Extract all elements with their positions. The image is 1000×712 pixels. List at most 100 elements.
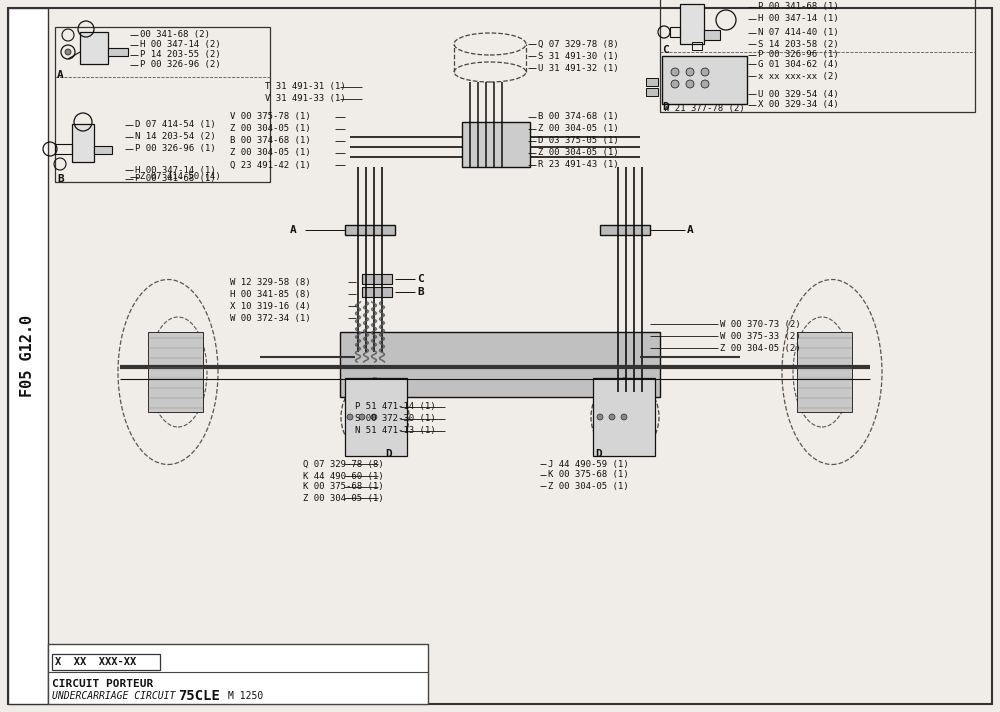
Text: H 00 347-14 (1): H 00 347-14 (1) <box>135 165 216 174</box>
Text: W 21 377-78 (2): W 21 377-78 (2) <box>664 105 745 113</box>
Text: U 31 491-32 (1): U 31 491-32 (1) <box>538 63 619 73</box>
Text: J 44 490-59 (1): J 44 490-59 (1) <box>548 459 629 468</box>
Text: P 00 326-96 (2): P 00 326-96 (2) <box>140 61 221 70</box>
Circle shape <box>371 414 377 420</box>
Text: D: D <box>595 449 602 459</box>
Text: Z 00 304-05 (2): Z 00 304-05 (2) <box>720 343 801 352</box>
Text: P 00 341-68 (1): P 00 341-68 (1) <box>758 3 839 11</box>
Text: X  XX  XXX-XX: X XX XXX-XX <box>55 657 136 667</box>
Text: 00 341-68 (2): 00 341-68 (2) <box>140 31 210 39</box>
Bar <box>593 378 655 456</box>
Text: H 00 347-14 (1): H 00 347-14 (1) <box>758 14 839 23</box>
Text: B: B <box>417 287 424 297</box>
Bar <box>48 644 428 704</box>
Text: S 14 203-58 (2): S 14 203-58 (2) <box>758 39 839 48</box>
Bar <box>80 32 108 64</box>
Bar <box>94 146 112 154</box>
Bar <box>108 48 128 56</box>
Text: D: D <box>385 449 392 459</box>
Text: Z 00 304-05 (1): Z 00 304-05 (1) <box>548 481 629 491</box>
Text: B: B <box>57 174 64 184</box>
Text: Z 00 304-05 (1): Z 00 304-05 (1) <box>538 149 619 157</box>
Text: A: A <box>687 225 694 235</box>
Bar <box>55 27 270 182</box>
Bar <box>704 30 720 40</box>
Circle shape <box>701 68 709 76</box>
Text: Z 00 304-05 (1): Z 00 304-05 (1) <box>230 125 311 134</box>
Text: Q 07 329-78 (8): Q 07 329-78 (8) <box>538 39 619 48</box>
Bar <box>8 8 48 704</box>
Text: V 31 491-33 (1): V 31 491-33 (1) <box>265 95 346 103</box>
Text: Q 23 491-42 (1): Q 23 491-42 (1) <box>230 160 311 169</box>
Bar <box>662 56 747 104</box>
Text: D 03 375-05 (1): D 03 375-05 (1) <box>538 137 619 145</box>
Text: A: A <box>290 225 297 235</box>
Text: F05 G12.0: F05 G12.0 <box>20 315 36 397</box>
Text: X 00 329-34 (4): X 00 329-34 (4) <box>758 100 839 110</box>
Bar <box>646 78 658 86</box>
Bar <box>670 27 680 37</box>
Text: W 12 329-58 (8): W 12 329-58 (8) <box>230 278 311 286</box>
Text: N 07 414-40 (1): N 07 414-40 (1) <box>758 28 839 38</box>
Text: Z 07 414-50 (4): Z 07 414-50 (4) <box>140 172 221 182</box>
Text: P 00 326-96 (1): P 00 326-96 (1) <box>758 51 839 60</box>
Text: Z 00 304-05 (1): Z 00 304-05 (1) <box>230 149 311 157</box>
Text: Q 07 329-78 (8): Q 07 329-78 (8) <box>303 459 384 468</box>
Bar <box>362 274 392 284</box>
Text: S 00 372-30 (1): S 00 372-30 (1) <box>355 414 436 424</box>
Text: H 00 341-85 (8): H 00 341-85 (8) <box>230 290 311 298</box>
Text: W 00 370-73 (2): W 00 370-73 (2) <box>720 320 801 328</box>
Circle shape <box>621 414 627 420</box>
Text: W 00 375-33 (2): W 00 375-33 (2) <box>720 332 801 340</box>
Text: D 07 414-54 (1): D 07 414-54 (1) <box>135 120 216 130</box>
Text: x xx xxx-xx (2): x xx xxx-xx (2) <box>758 71 839 80</box>
Circle shape <box>701 80 709 88</box>
Bar <box>72 124 94 162</box>
Text: A: A <box>57 70 64 80</box>
Text: Z 00 304-05 (1): Z 00 304-05 (1) <box>303 493 384 503</box>
Text: 75CLE: 75CLE <box>178 689 220 703</box>
Bar <box>362 287 392 297</box>
Bar <box>148 332 203 412</box>
Text: P 14 203-55 (2): P 14 203-55 (2) <box>140 51 221 60</box>
Bar <box>345 225 395 235</box>
Circle shape <box>609 414 615 420</box>
Text: UNDERCARRIAGE CIRCUIT: UNDERCARRIAGE CIRCUIT <box>52 691 187 701</box>
Text: D: D <box>662 102 669 112</box>
Bar <box>600 225 650 235</box>
Circle shape <box>686 68 694 76</box>
Bar <box>692 42 702 50</box>
Circle shape <box>597 414 603 420</box>
Bar <box>345 378 407 456</box>
Bar <box>340 332 660 397</box>
Text: M 1250: M 1250 <box>228 691 263 701</box>
Text: X 10 319-16 (4): X 10 319-16 (4) <box>230 301 311 310</box>
Text: R 23 491-43 (1): R 23 491-43 (1) <box>538 160 619 169</box>
Text: C: C <box>662 45 669 55</box>
Text: CIRCUIT PORTEUR: CIRCUIT PORTEUR <box>52 679 153 689</box>
Bar <box>660 0 975 112</box>
Circle shape <box>671 80 679 88</box>
Text: K 00 375-68 (1): K 00 375-68 (1) <box>548 471 629 479</box>
Text: B 00 374-68 (1): B 00 374-68 (1) <box>230 137 311 145</box>
Circle shape <box>65 49 71 55</box>
Text: W 00 372-34 (1): W 00 372-34 (1) <box>230 313 311 323</box>
Text: V 00 375-78 (1): V 00 375-78 (1) <box>230 112 311 122</box>
Bar <box>797 332 852 412</box>
Text: G 01 304-62 (4): G 01 304-62 (4) <box>758 60 839 68</box>
Text: Z 00 304-05 (1): Z 00 304-05 (1) <box>538 125 619 134</box>
Text: B 00 374-68 (1): B 00 374-68 (1) <box>538 112 619 122</box>
Bar <box>646 88 658 96</box>
Text: K 44 490-60 (1): K 44 490-60 (1) <box>303 471 384 481</box>
Bar <box>55 144 72 154</box>
Text: H 00 347-14 (2): H 00 347-14 (2) <box>140 41 221 50</box>
Circle shape <box>686 80 694 88</box>
Text: N 51 471-13 (1): N 51 471-13 (1) <box>355 426 436 436</box>
Text: S 31 491-30 (1): S 31 491-30 (1) <box>538 51 619 61</box>
Circle shape <box>671 68 679 76</box>
Bar <box>680 4 704 44</box>
Text: N 14 203-54 (2): N 14 203-54 (2) <box>135 132 216 142</box>
Text: P 00 326-96 (1): P 00 326-96 (1) <box>135 145 216 154</box>
Circle shape <box>347 414 353 420</box>
Bar <box>52 654 160 670</box>
